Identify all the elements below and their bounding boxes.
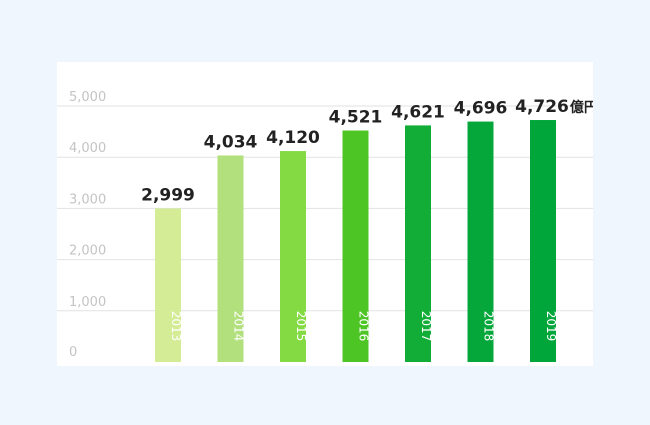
bar — [217, 155, 244, 362]
x-category-label: 2019 — [544, 311, 558, 342]
chart-panel: 0 1,000 2,000 3,000 4,000 5,000 2013 2014 2015 2… — [57, 62, 593, 366]
y-axis-ticks: 0 1,000 2,000 3,000 4,000 5,000 — [69, 90, 106, 360]
bar — [405, 125, 431, 362]
x-category-label: 2017 — [419, 311, 433, 342]
y-tick-label: 1,000 — [69, 295, 106, 310]
bar — [530, 120, 556, 362]
value-label: 4,621 — [391, 102, 445, 122]
grid-layer — [57, 105, 593, 312]
y-tick-label: 3,000 — [69, 192, 106, 207]
y-tick-label: 5,000 — [69, 90, 106, 105]
value-label: 4,726 — [515, 97, 569, 117]
y-tick-label: 2,000 — [69, 244, 106, 259]
bars: 2013 2014 2015 2016 2017 2018 2019 — [155, 120, 558, 362]
value-label: 4,696 — [454, 99, 508, 119]
y-tick-label: 4,000 — [69, 141, 106, 156]
y-tick-label: 0 — [69, 345, 77, 360]
unit-label: 億円 — [570, 99, 593, 116]
value-label: 2,999 — [141, 185, 195, 205]
value-label: 4,120 — [266, 128, 320, 148]
bar — [155, 208, 181, 362]
x-category-label: 2015 — [294, 311, 308, 342]
bar — [342, 130, 369, 362]
value-labels: 2,999 4,034 4,120 4,521 4,621 4,696 4,726 億円 — [141, 97, 593, 205]
bar — [280, 151, 306, 362]
value-label: 4,034 — [204, 132, 258, 152]
x-category-label: 2014 — [232, 311, 246, 342]
x-category-label: 2013 — [169, 311, 183, 342]
x-category-label: 2018 — [482, 311, 496, 342]
bar — [467, 121, 494, 362]
value-label: 4,521 — [329, 108, 383, 128]
x-category-label: 2016 — [357, 311, 371, 342]
